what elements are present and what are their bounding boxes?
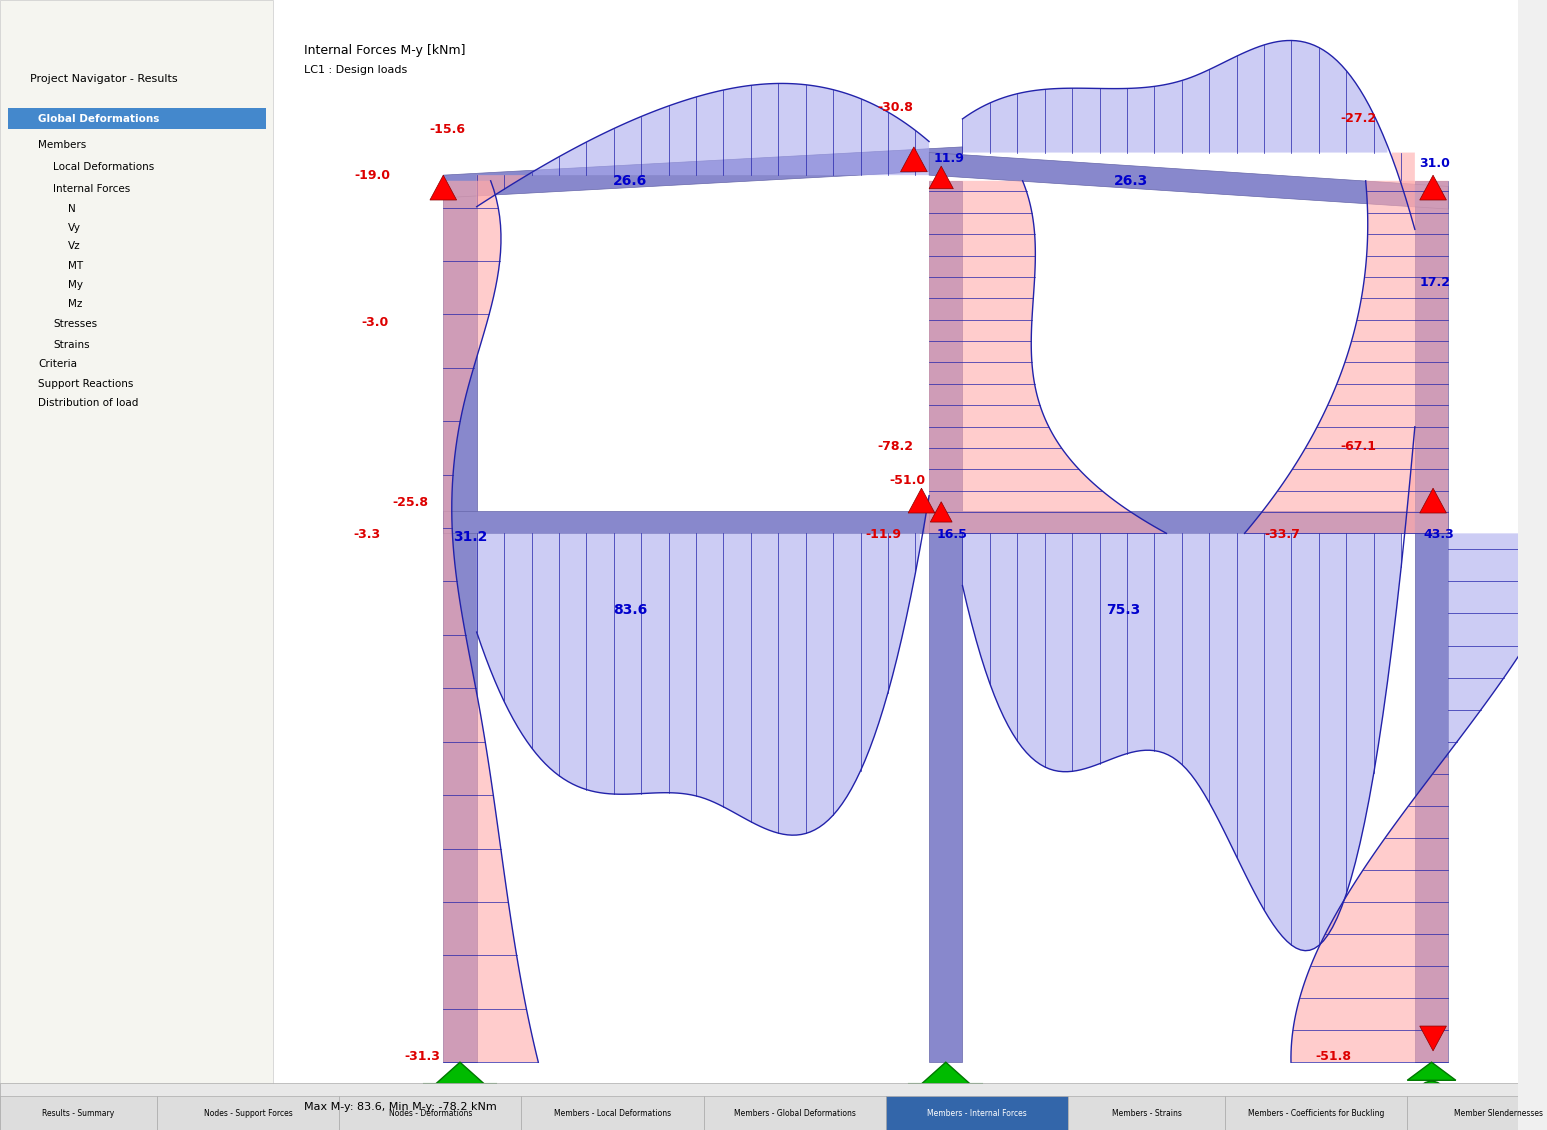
Text: 16.5: 16.5 bbox=[936, 528, 967, 541]
Bar bbox=[1408, 1096, 1547, 1130]
Bar bbox=[444, 181, 476, 1062]
Text: Local Deformations: Local Deformations bbox=[53, 163, 155, 172]
Text: Members - Strains: Members - Strains bbox=[1112, 1109, 1182, 1118]
Text: Members - Global Deformations: Members - Global Deformations bbox=[733, 1109, 855, 1118]
Text: Members - Local Deformations: Members - Local Deformations bbox=[554, 1109, 671, 1118]
Text: Results - Summary: Results - Summary bbox=[42, 1109, 114, 1118]
Text: -11.9: -11.9 bbox=[865, 528, 902, 541]
Bar bbox=[886, 1096, 1067, 1130]
Text: Global Deformations: Global Deformations bbox=[39, 114, 159, 123]
Text: 31.0: 31.0 bbox=[1419, 157, 1450, 171]
Text: Members - Internal Forces: Members - Internal Forces bbox=[927, 1109, 1027, 1118]
Polygon shape bbox=[436, 1062, 484, 1084]
Text: -30.8: -30.8 bbox=[877, 101, 914, 114]
Text: Strains: Strains bbox=[53, 340, 90, 349]
Bar bbox=[158, 1096, 339, 1130]
Text: -51.0: -51.0 bbox=[890, 473, 925, 487]
Text: 26.3: 26.3 bbox=[1114, 174, 1148, 188]
Text: 17.2: 17.2 bbox=[1419, 276, 1450, 289]
Text: Project Navigator - Results: Project Navigator - Results bbox=[31, 75, 178, 84]
Polygon shape bbox=[930, 166, 953, 189]
Text: Criteria: Criteria bbox=[39, 359, 77, 368]
Text: Nodes - Support Forces: Nodes - Support Forces bbox=[204, 1109, 292, 1118]
Bar bbox=[444, 511, 962, 533]
Text: -51.8: -51.8 bbox=[1315, 1050, 1351, 1063]
Text: -19.0: -19.0 bbox=[354, 168, 390, 182]
Polygon shape bbox=[430, 175, 456, 200]
Text: Internal Forces M-y [kNm]: Internal Forces M-y [kNm] bbox=[303, 44, 466, 58]
Bar bbox=[0, 0, 274, 1130]
Text: LC1 : Design loads: LC1 : Design loads bbox=[303, 66, 407, 75]
Bar bbox=[8, 108, 266, 129]
Text: Members: Members bbox=[39, 140, 87, 149]
Polygon shape bbox=[444, 147, 962, 198]
Text: 75.3: 75.3 bbox=[1106, 603, 1140, 617]
Text: Distribution of load: Distribution of load bbox=[39, 399, 138, 408]
Text: Nodes - Deformations: Nodes - Deformations bbox=[388, 1109, 472, 1118]
Bar bbox=[521, 1096, 704, 1130]
Text: -3.3: -3.3 bbox=[354, 528, 381, 541]
Text: Max M-y: 83.6, Min M-y: -78.2 kNm: Max M-y: 83.6, Min M-y: -78.2 kNm bbox=[303, 1103, 497, 1112]
Text: -25.8: -25.8 bbox=[391, 496, 429, 510]
Polygon shape bbox=[1420, 175, 1446, 200]
Bar bbox=[339, 1096, 521, 1130]
Circle shape bbox=[1420, 1081, 1442, 1097]
Text: Stresses: Stresses bbox=[53, 320, 97, 329]
Text: Support Reactions: Support Reactions bbox=[39, 380, 133, 389]
Text: -33.7: -33.7 bbox=[1265, 528, 1301, 541]
Text: -67.1: -67.1 bbox=[1341, 440, 1377, 453]
Text: MT: MT bbox=[68, 261, 84, 270]
Text: Members - Coefficients for Buckling: Members - Coefficients for Buckling bbox=[1248, 1109, 1385, 1118]
Polygon shape bbox=[1420, 1026, 1446, 1051]
Text: Vz: Vz bbox=[68, 242, 80, 251]
Bar bbox=[930, 511, 1448, 533]
Text: -15.6: -15.6 bbox=[430, 123, 466, 137]
Text: 26.6: 26.6 bbox=[613, 174, 647, 188]
Text: 43.3: 43.3 bbox=[1423, 528, 1454, 541]
Text: -31.3: -31.3 bbox=[404, 1050, 439, 1063]
Bar bbox=[274, 0, 1518, 1130]
Polygon shape bbox=[1420, 488, 1446, 513]
Text: -3.0: -3.0 bbox=[362, 315, 388, 329]
Text: -27.2: -27.2 bbox=[1341, 112, 1377, 125]
Bar bbox=[1225, 1096, 1408, 1130]
Text: -78.2: -78.2 bbox=[877, 440, 914, 453]
Text: Mz: Mz bbox=[68, 299, 82, 308]
Text: Vy: Vy bbox=[68, 224, 82, 233]
Text: My: My bbox=[68, 280, 84, 289]
Bar bbox=[0, 1096, 158, 1130]
Bar bbox=[1067, 1096, 1225, 1130]
Polygon shape bbox=[1408, 1062, 1456, 1080]
Polygon shape bbox=[930, 502, 951, 522]
Polygon shape bbox=[900, 147, 927, 172]
Bar bbox=[0, 1083, 1518, 1130]
Text: Internal Forces: Internal Forces bbox=[53, 184, 130, 193]
Bar bbox=[704, 1096, 886, 1130]
Text: 11.9: 11.9 bbox=[933, 151, 964, 165]
Text: N: N bbox=[68, 205, 76, 214]
Polygon shape bbox=[908, 488, 934, 513]
Polygon shape bbox=[930, 153, 1448, 209]
Text: 83.6: 83.6 bbox=[613, 603, 647, 617]
Text: Member Slendernesses: Member Slendernesses bbox=[1454, 1109, 1542, 1118]
Text: 31.2: 31.2 bbox=[453, 530, 487, 544]
Bar bbox=[930, 181, 962, 1062]
Polygon shape bbox=[922, 1062, 970, 1084]
Bar bbox=[1416, 181, 1448, 1062]
